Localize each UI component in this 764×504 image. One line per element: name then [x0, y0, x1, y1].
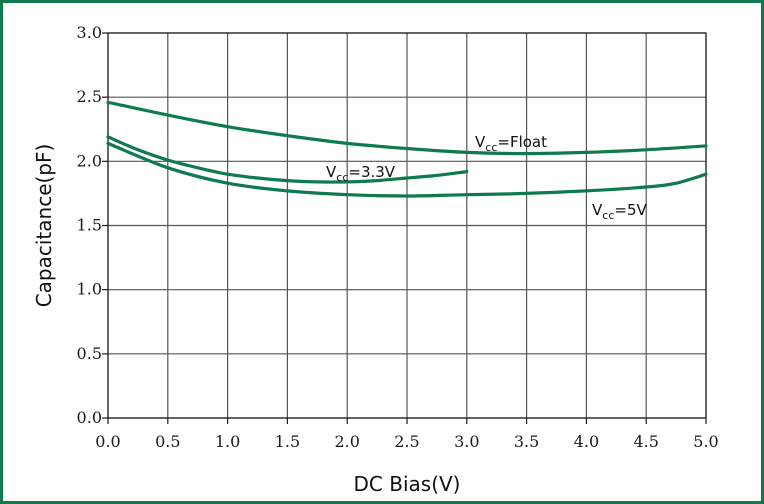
series-label-sub: cc	[485, 141, 497, 154]
series-label-rest: =5V	[614, 201, 647, 219]
series-label-rest: =3.3V	[348, 163, 395, 181]
x-tick-label: 4.5	[633, 432, 658, 451]
x-tick-label: 3.0	[454, 432, 479, 451]
x-tick-label: 0.0	[95, 432, 120, 451]
series-line-3v3	[106, 135, 469, 184]
capacitance-chart: 0.0 0.5 1.0 1.5 2.0 2.5 3.0 3.5 4.0 4.5 5.0 0.0 0.5…	[32, 23, 719, 496]
x-axis-ticks: 0.0 0.5 1.0 1.5 2.0 2.5 3.0 3.5 4.0 4.5 5.0	[95, 418, 719, 451]
series-lines	[106, 100, 708, 198]
y-tick-label: 0.5	[77, 344, 102, 363]
y-tick-label: 1.5	[77, 216, 102, 235]
y-tick-label: 3.0	[77, 23, 102, 42]
series-label-sub: cc	[602, 209, 614, 222]
series-label-5v: Vcc=5V	[592, 201, 647, 222]
x-tick-label: 4.0	[574, 432, 599, 451]
y-axis-ticks: 0.0 0.5 1.0 1.5 2.0 2.5 3.0	[77, 23, 108, 427]
series-label-main: V	[592, 201, 603, 219]
series-label-3v3: Vcc=3.3V	[326, 163, 396, 184]
x-tick-label: 2.0	[334, 432, 359, 451]
x-axis-title: DC Bias(V)	[354, 472, 461, 496]
series-label-main: V	[475, 133, 486, 151]
series-label-float: Vcc=Float	[475, 133, 547, 154]
x-tick-label: 0.5	[155, 432, 180, 451]
x-tick-label: 1.0	[215, 432, 240, 451]
y-tick-label: 2.0	[77, 151, 102, 170]
y-axis-title: Capacitance(pF)	[32, 144, 56, 308]
grid	[107, 32, 707, 419]
series-label-rest: =Float	[497, 133, 547, 151]
y-tick-label: 0.0	[77, 408, 102, 427]
series-label-sub: cc	[336, 171, 348, 184]
x-tick-label: 2.5	[394, 432, 419, 451]
y-tick-label: 2.5	[77, 87, 102, 106]
x-tick-label: 1.5	[275, 432, 300, 451]
y-tick-label: 1.0	[77, 280, 102, 299]
series-line-5v	[106, 141, 708, 198]
x-tick-label: 5.0	[693, 432, 718, 451]
series-line-float	[106, 100, 708, 156]
x-tick-label: 3.5	[514, 432, 539, 451]
series-label-main: V	[326, 163, 337, 181]
